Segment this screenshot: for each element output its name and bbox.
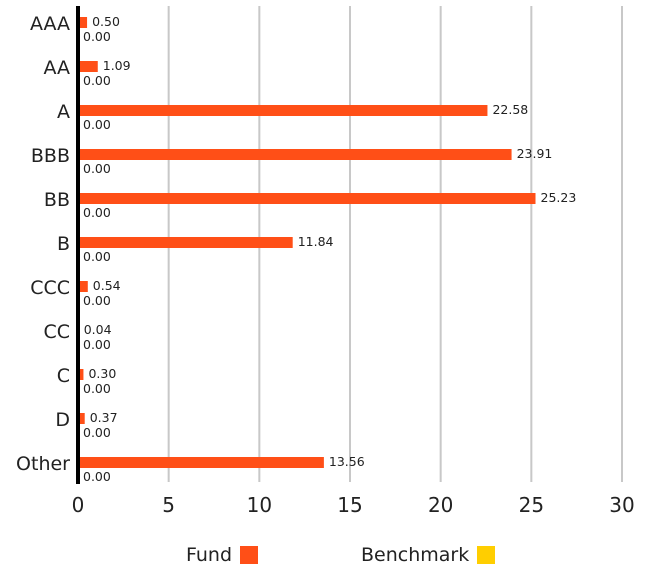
data-label-fund-c: 0.30 [88,366,116,381]
bar-fund-d [78,413,85,424]
category-label-aa: AA [43,57,70,79]
bar-fund-ccc [78,281,88,292]
x-tick-label-10: 10 [247,493,272,517]
category-label-c: C [57,365,70,387]
data-label-fund-aa: 1.09 [103,58,131,73]
data-label-fund-d: 0.37 [90,410,118,425]
legend-item-fund: Fund [186,544,259,566]
legend-item-benchmark: Benchmark [361,544,496,566]
data-label-benchmark-cc: 0.00 [83,337,111,352]
legend-label-fund: Fund [186,544,233,566]
x-tick-label-20: 20 [428,493,453,517]
legend-swatch-fund [240,546,259,564]
legend-swatch-benchmark [477,546,496,564]
bar-fund-aaa [78,17,88,28]
x-tick-label-15: 15 [337,493,362,517]
data-label-fund-bb: 25.23 [541,190,577,205]
bar-fund-bbb [78,149,512,160]
data-label-benchmark-a: 0.00 [83,117,111,132]
category-label-a: A [57,101,70,123]
category-label-ccc: CCC [30,277,70,299]
bar-fund-c [78,369,84,380]
bar-fund-bb [78,193,536,204]
category-label-b: B [57,233,70,255]
category-label-cc: CC [43,321,70,343]
category-label-other: Other [16,453,70,475]
legend-label-benchmark: Benchmark [361,544,470,566]
bar-fund-aa [78,61,98,72]
data-label-benchmark-bb: 0.00 [83,205,111,220]
x-tick-labels: 0 5 10 15 20 25 30 [72,493,635,517]
x-tick-label-25: 25 [519,493,544,517]
data-label-benchmark-other: 0.00 [83,469,111,484]
credit-quality-bar-chart: 0.500.001.090.0022.580.0023.910.0025.230… [16,6,635,517]
data-label-fund-bbb: 23.91 [517,146,553,161]
category-label-bb: BB [44,189,70,211]
category-label-d: D [55,409,70,431]
bar-fund-other [78,457,324,468]
data-label-fund-other: 13.56 [329,454,365,469]
data-label-fund-aaa: 0.50 [92,14,120,29]
bar-fund-a [78,105,488,116]
data-label-benchmark-b: 0.00 [83,249,111,264]
grid-lines [167,6,623,482]
bar-fund-b [78,237,293,248]
category-label-bbb: BBB [31,145,70,167]
x-tick-label-30: 30 [609,493,634,517]
data-label-benchmark-aa: 0.00 [83,73,111,88]
data-label-benchmark-aaa: 0.00 [83,29,111,44]
data-label-fund-ccc: 0.54 [93,278,121,293]
data-label-benchmark-bbb: 0.00 [83,161,111,176]
data-label-fund-a: 22.58 [492,102,528,117]
data-label-benchmark-c: 0.00 [83,381,111,396]
data-label-benchmark-ccc: 0.00 [83,293,111,308]
x-tick-label-5: 5 [162,493,175,517]
x-tick-label-0: 0 [72,493,85,517]
bars [78,17,536,468]
data-labels: 0.500.001.090.0022.580.0023.910.0025.230… [83,14,576,484]
legend: Fund Benchmark [0,544,650,570]
data-label-fund-cc: 0.04 [84,322,112,337]
data-label-fund-b: 11.84 [298,234,334,249]
category-label-aaa: AAA [30,13,70,35]
data-label-benchmark-d: 0.00 [83,425,111,440]
